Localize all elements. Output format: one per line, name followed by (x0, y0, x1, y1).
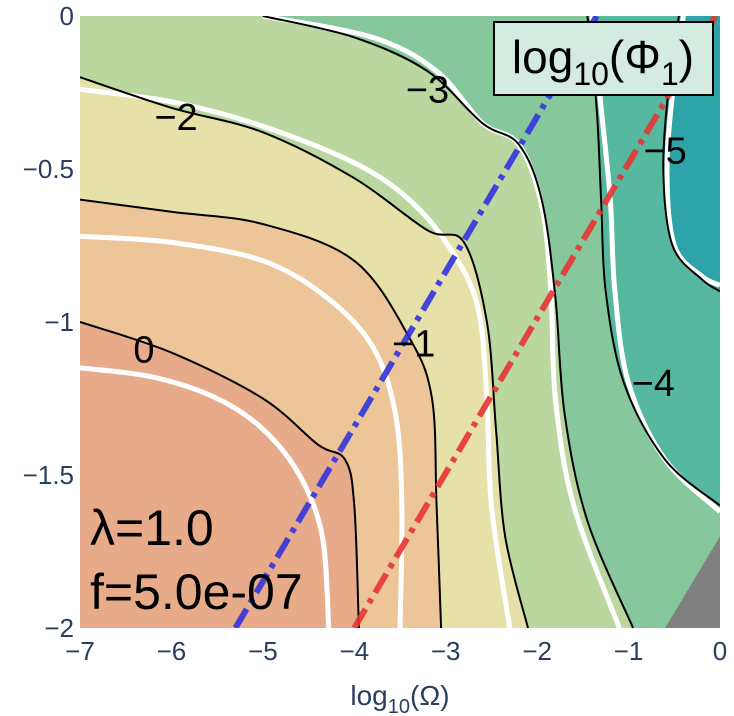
x-tick-labels: −7 −6 −5 −4 −3 −2 −1 0 (65, 636, 727, 666)
masked-region (665, 536, 720, 628)
x-tick-label: −3 (431, 636, 461, 666)
x-tick-label: −4 (339, 636, 369, 666)
annotation-f: f=5.0e-07 (90, 564, 303, 620)
contour-label-0: 0 (133, 330, 154, 372)
y-tick-label: −1 (44, 307, 74, 337)
chart-title: log10(Φ1) (512, 31, 694, 92)
contour-line-white (80, 86, 513, 628)
y-tick-label: −0.5 (23, 154, 74, 184)
contour-line-0 (80, 321, 360, 628)
contour-label--2: −2 (154, 97, 197, 139)
contour-line--4 (586, 16, 720, 507)
y-tick-labels: 0 −0.5 −1 −1.5 −2 (23, 1, 74, 643)
reference-line-2 (351, 16, 719, 628)
x-axis-title: log10(Ω) (350, 680, 449, 716)
y-tick-label: −1.5 (23, 460, 74, 490)
contour-line-white (262, 16, 622, 628)
band-fill-1 (80, 322, 359, 628)
y-tick-label: −2 (44, 613, 74, 643)
contour-labels: 0 −1 −2 −3 −4 −5 (133, 69, 686, 405)
reference-line-1 (232, 16, 600, 628)
annotation-lambda: λ=1.0 (90, 500, 214, 556)
contour-line-white (80, 365, 332, 628)
contour-label--5: −5 (643, 131, 686, 173)
x-tick-label: −7 (65, 636, 95, 666)
y-tick-label: 0 (60, 1, 74, 31)
plot-area (80, 16, 720, 628)
contour-label--1: −1 (392, 323, 435, 365)
reference-lines (232, 16, 719, 628)
chart-title-box: log10(Φ1) (493, 21, 714, 96)
contour-line-white (80, 233, 405, 628)
contour-lines (80, 16, 720, 628)
contour-line--3 (262, 16, 635, 628)
x-tick-label: −5 (248, 636, 278, 666)
contour-label--4: −4 (632, 363, 675, 405)
contour-label--3: −3 (406, 69, 449, 111)
contour-line--1 (80, 198, 443, 628)
contour-line--2 (80, 76, 529, 628)
x-tick-label: 0 (713, 636, 727, 666)
x-tick-label: −2 (522, 636, 552, 666)
x-tick-label: −6 (157, 636, 187, 666)
x-tick-label: −1 (614, 636, 644, 666)
